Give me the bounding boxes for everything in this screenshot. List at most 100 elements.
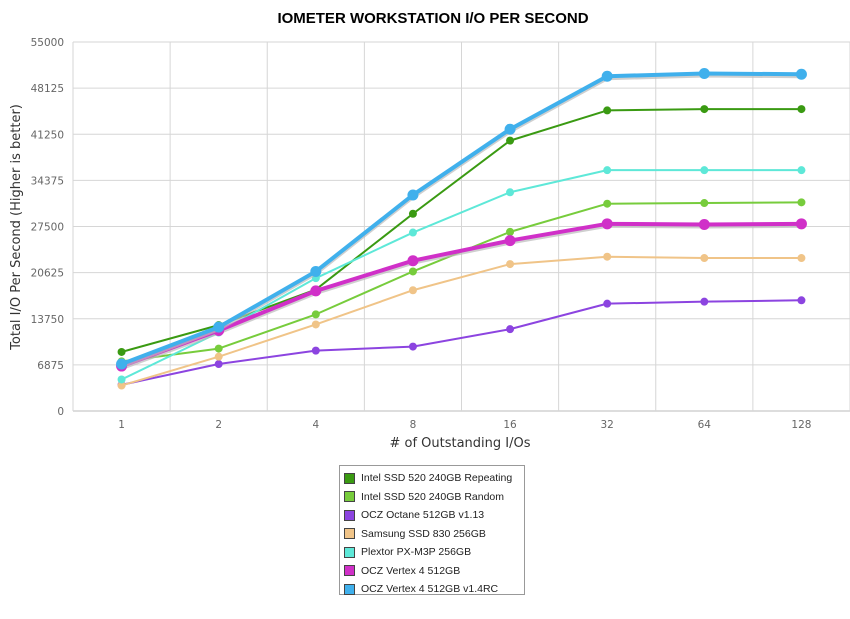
data-point bbox=[797, 105, 806, 114]
x-tick-label: 4 bbox=[312, 419, 319, 431]
data-point bbox=[506, 260, 515, 269]
data-point bbox=[603, 106, 612, 115]
data-point bbox=[408, 267, 417, 276]
legend-swatch bbox=[344, 528, 355, 540]
legend-item: Intel SSD 520 240GB Random bbox=[344, 488, 524, 507]
legend-item: Plextor PX-M3P 256GB bbox=[344, 543, 524, 562]
data-point bbox=[506, 227, 515, 236]
series-line bbox=[121, 299, 802, 386]
data-point bbox=[408, 342, 417, 351]
data-point bbox=[601, 70, 613, 82]
data-point bbox=[797, 198, 806, 207]
data-point bbox=[603, 299, 612, 308]
y-tick-label: 34375 bbox=[31, 175, 64, 187]
x-axis-ticks: 1 2 4 8 16 32 64 128 bbox=[118, 419, 811, 431]
data-point bbox=[700, 105, 709, 114]
data-point bbox=[797, 296, 806, 305]
data-point bbox=[504, 123, 516, 135]
series-line bbox=[120, 221, 802, 368]
legend-swatch bbox=[344, 583, 355, 595]
data-point bbox=[603, 166, 612, 175]
data-point bbox=[213, 321, 225, 333]
series-group bbox=[116, 68, 807, 390]
x-tick-label: 2 bbox=[215, 419, 222, 431]
data-point bbox=[795, 68, 807, 80]
data-point bbox=[698, 68, 710, 80]
data-point bbox=[603, 252, 612, 261]
legend-item: OCZ Vertex 4 512GB bbox=[344, 562, 524, 581]
data-point bbox=[797, 166, 806, 175]
legend-item: Samsung SSD 830 256GB bbox=[344, 525, 524, 544]
data-point bbox=[310, 285, 322, 297]
legend-swatch bbox=[344, 546, 355, 558]
legend-swatch bbox=[344, 509, 355, 521]
y-axis-label: Total I/O Per Second (Higher is better) bbox=[9, 104, 24, 351]
chart-title: IOMETER WORKSTATION I/O PER SECOND bbox=[277, 10, 588, 27]
data-point bbox=[506, 325, 515, 334]
legend-label: Samsung SSD 830 256GB bbox=[361, 527, 486, 540]
data-point bbox=[311, 310, 320, 319]
y-tick-label: 0 bbox=[57, 406, 64, 418]
legend-swatch bbox=[344, 565, 355, 577]
data-point bbox=[311, 346, 320, 355]
legend-item: Intel SSD 520 240GB Repeating bbox=[344, 469, 524, 488]
data-point bbox=[117, 375, 126, 384]
data-point bbox=[311, 320, 320, 329]
legend-swatch bbox=[344, 491, 355, 503]
data-point bbox=[698, 218, 710, 230]
data-point bbox=[117, 381, 126, 390]
data-point bbox=[700, 199, 709, 208]
y-tick-label: 48125 bbox=[31, 83, 64, 95]
series-line bbox=[121, 255, 802, 387]
x-tick-label: 64 bbox=[698, 419, 712, 431]
legend-label: OCZ Vertex 4 512GB bbox=[361, 564, 461, 577]
data-point bbox=[700, 297, 709, 306]
data-point bbox=[603, 199, 612, 208]
legend: Intel SSD 520 240GB Repeating Intel SSD … bbox=[339, 465, 525, 595]
y-tick-label: 27500 bbox=[31, 222, 64, 234]
data-point bbox=[408, 286, 417, 295]
data-point bbox=[214, 352, 223, 361]
data-point bbox=[214, 360, 223, 369]
data-point bbox=[408, 228, 417, 237]
x-tick-label: 8 bbox=[410, 419, 417, 431]
data-point bbox=[700, 254, 709, 263]
series-4 bbox=[117, 252, 806, 390]
x-tick-label: 1 bbox=[118, 419, 125, 431]
data-point bbox=[408, 209, 417, 218]
data-point bbox=[214, 344, 223, 353]
data-point bbox=[795, 218, 807, 230]
series-line bbox=[120, 71, 802, 366]
data-point bbox=[601, 218, 613, 230]
legend-item: OCZ Octane 512GB v1.13 bbox=[344, 506, 524, 525]
data-point bbox=[797, 254, 806, 263]
data-point bbox=[407, 189, 419, 201]
y-tick-label: 55000 bbox=[31, 37, 64, 49]
y-tick-label: 6875 bbox=[37, 360, 64, 372]
data-point bbox=[117, 347, 126, 356]
legend-item: OCZ Vertex 4 512GB v1.4RC bbox=[344, 580, 524, 599]
series-7 bbox=[116, 68, 807, 370]
data-point bbox=[116, 358, 128, 370]
legend-label: OCZ Octane 512GB v1.13 bbox=[361, 509, 485, 522]
x-tick-label: 32 bbox=[601, 419, 614, 431]
legend-label: Plextor PX-M3P 256GB bbox=[361, 546, 472, 559]
data-point bbox=[407, 255, 419, 267]
x-tick-label: 128 bbox=[791, 419, 811, 431]
y-tick-label: 20625 bbox=[31, 268, 64, 280]
legend-label: Intel SSD 520 240GB Repeating bbox=[361, 472, 513, 485]
series-6 bbox=[116, 218, 807, 372]
data-point bbox=[310, 265, 322, 277]
x-tick-label: 16 bbox=[503, 419, 517, 431]
data-point bbox=[700, 166, 709, 175]
y-tick-label: 13750 bbox=[31, 314, 64, 326]
data-point bbox=[506, 136, 515, 145]
legend-label: OCZ Vertex 4 512GB v1.4RC bbox=[361, 583, 499, 596]
legend-swatch bbox=[344, 472, 355, 484]
data-point bbox=[504, 235, 516, 247]
x-axis-label: # of Outstanding I/Os bbox=[389, 436, 530, 451]
legend-label: Intel SSD 520 240GB Random bbox=[361, 490, 505, 503]
data-point bbox=[506, 188, 515, 197]
y-axis-ticks: 0 6875 13750 20625 27500 34375 41250 48125 55000 bbox=[31, 37, 64, 418]
